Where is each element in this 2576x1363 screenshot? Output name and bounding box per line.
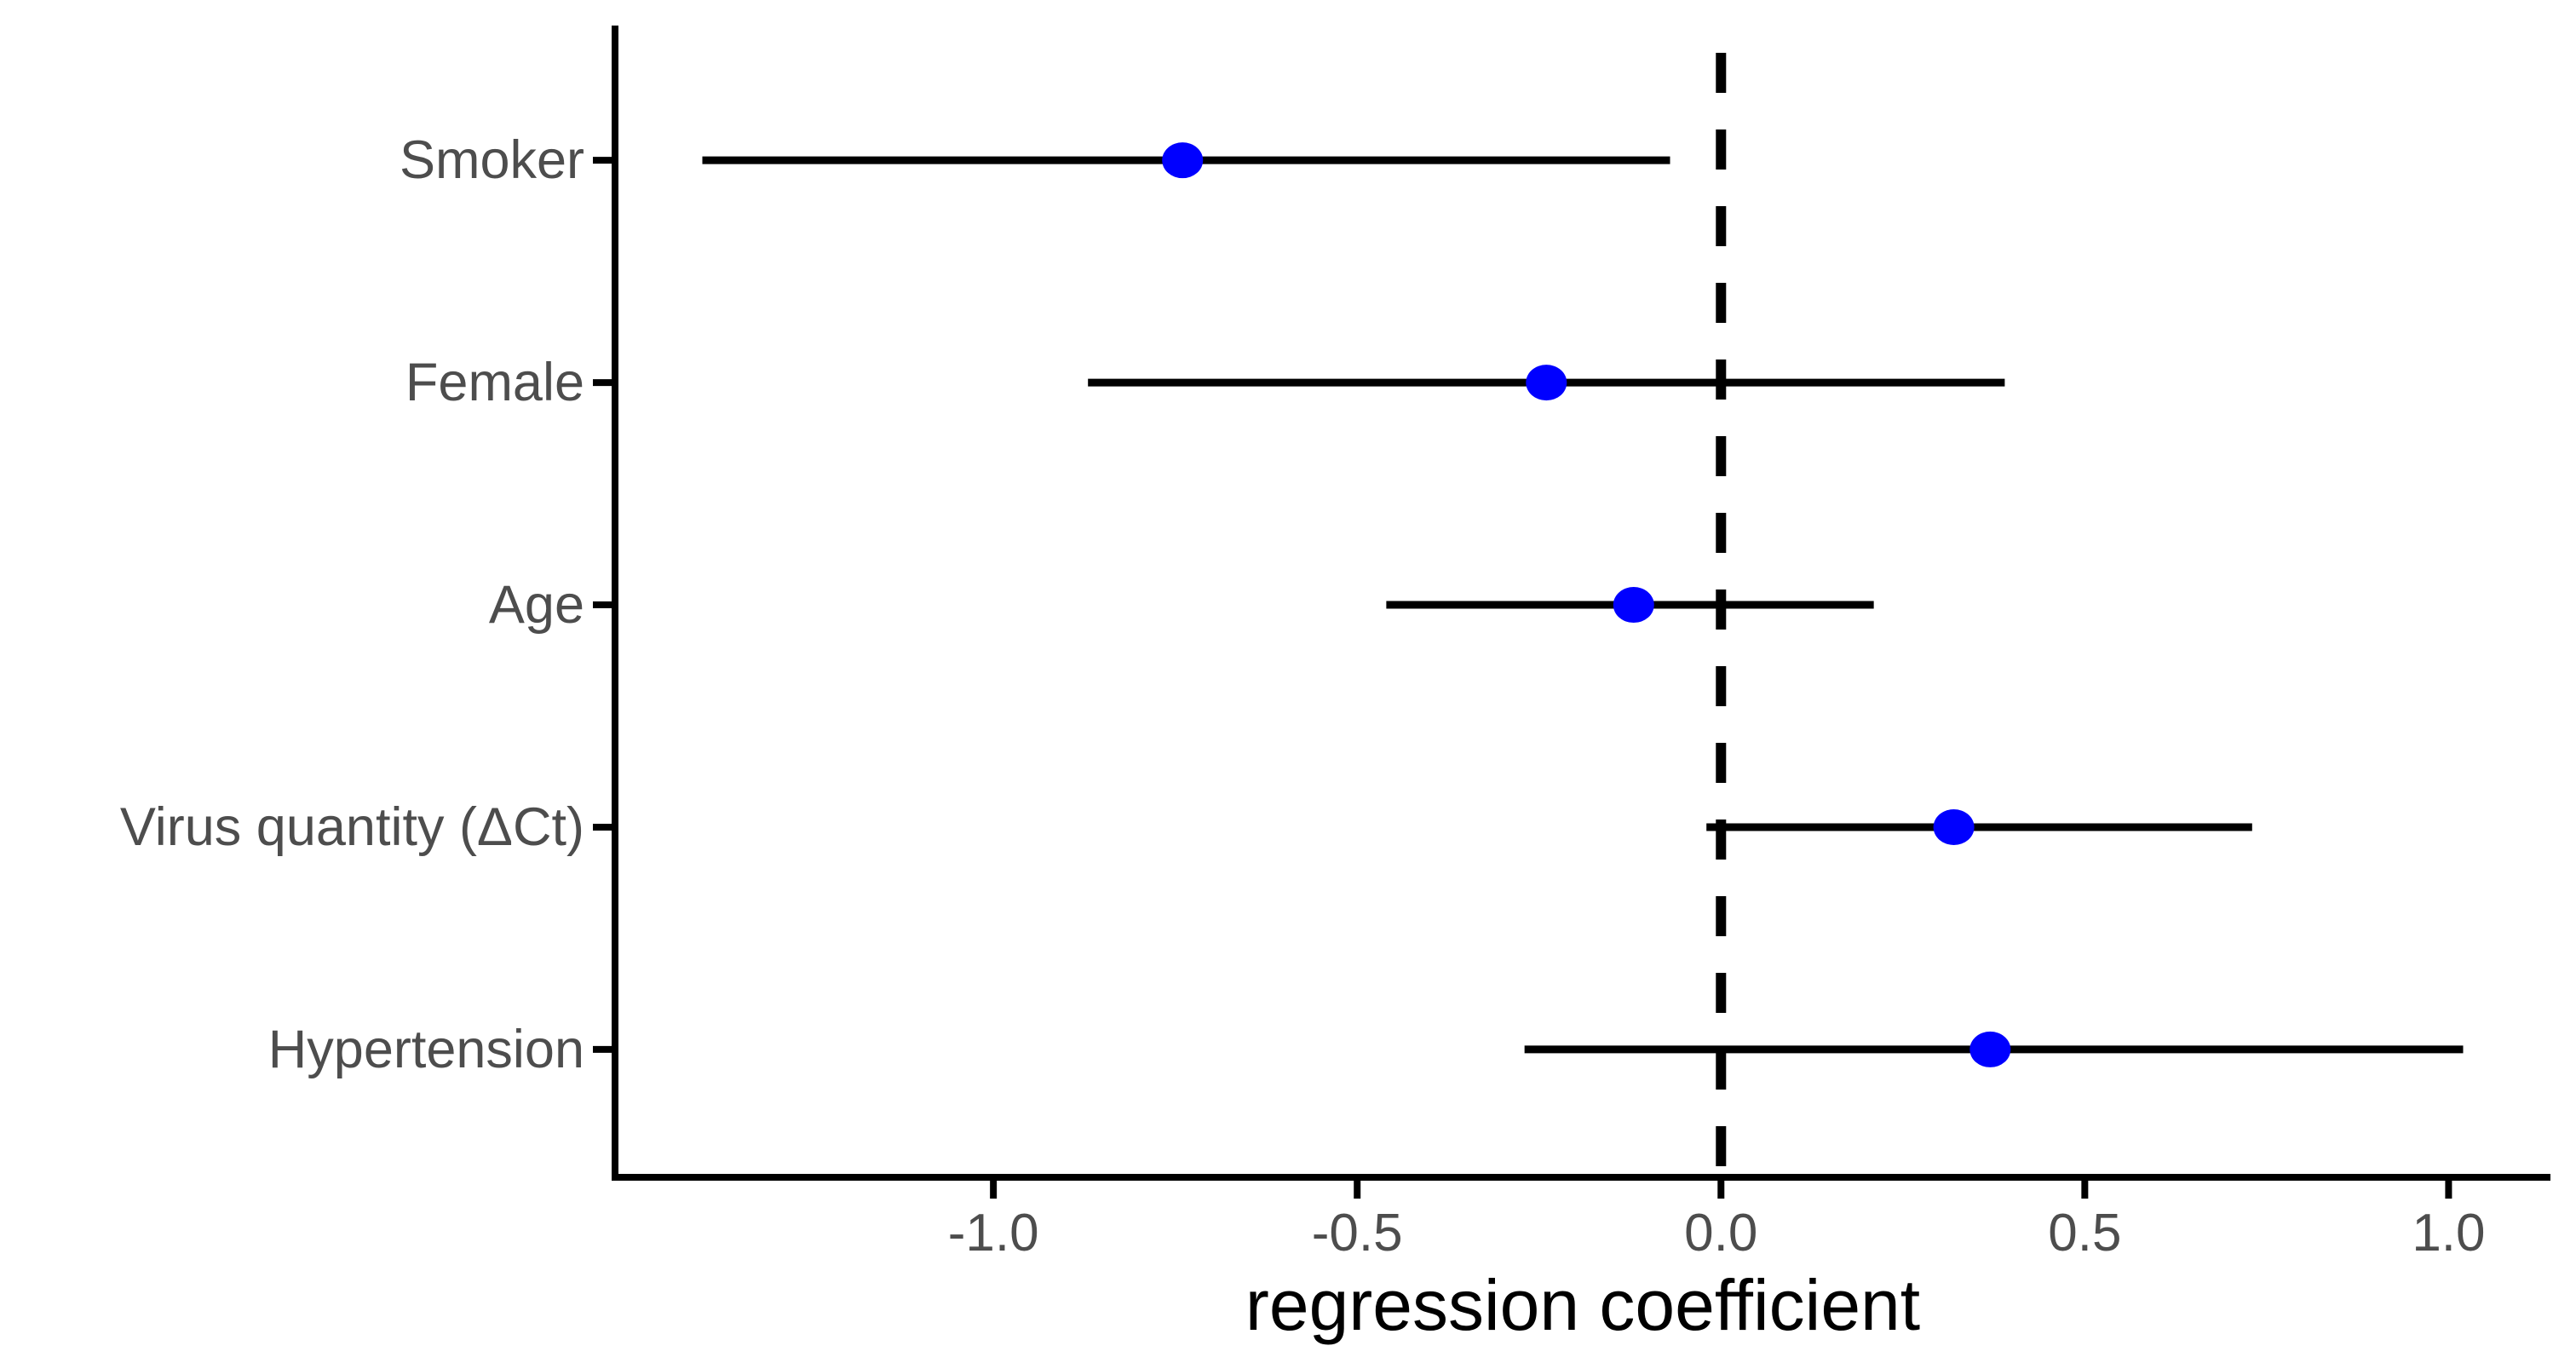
- x-tick-label-0-5: -0.5: [1312, 1204, 1403, 1262]
- estimate-point-hypertension: [1969, 1031, 2011, 1067]
- y-axis-label-age: Age: [489, 575, 584, 635]
- y-axis-label-virus-quantity-ct: Virus quantity (ΔCt): [120, 797, 584, 857]
- x-axis-title: regression coefficient: [1245, 1265, 1921, 1345]
- y-axis-label-smoker: Smoker: [400, 130, 584, 190]
- y-axis-label-female: Female: [405, 353, 584, 412]
- estimate-point-age: [1613, 587, 1654, 624]
- x-tick-label-0-5: 0.5: [2048, 1204, 2121, 1262]
- x-tick-label-0-0: 0.0: [1684, 1204, 1757, 1262]
- x-tick-label-1-0: 1.0: [2412, 1204, 2485, 1262]
- x-tick-label-1-0: -1.0: [948, 1204, 1039, 1262]
- estimate-point-smoker: [1162, 142, 1204, 179]
- y-axis-label-hypertension: Hypertension: [268, 1020, 584, 1079]
- estimate-point-virus-quantity-ct: [1933, 808, 1975, 845]
- estimate-point-female: [1526, 365, 1567, 401]
